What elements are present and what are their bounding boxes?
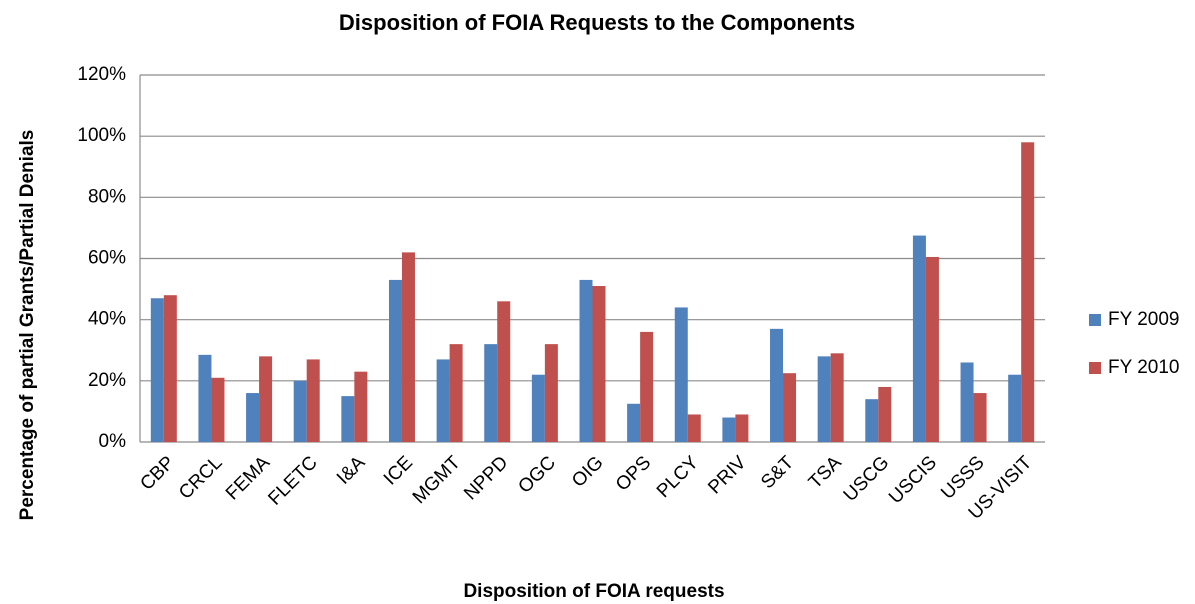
bar: [865, 399, 879, 442]
x-tick-label: OGC: [514, 452, 559, 497]
x-tick-label: MGMT: [409, 452, 465, 508]
bar: [211, 377, 225, 442]
bar: [246, 393, 260, 442]
bar: [449, 344, 463, 442]
x-axis-title: Disposition of FOIA requests: [463, 581, 724, 602]
x-tick-label: FLETC: [264, 452, 321, 509]
bar: [830, 353, 844, 442]
y-tick-label: 40%: [88, 309, 126, 330]
x-tick-label: S&T: [757, 452, 798, 493]
bar: [259, 356, 273, 442]
legend-swatch: [1089, 314, 1101, 326]
bar: [388, 279, 402, 442]
bar: [436, 359, 450, 442]
legend-swatch: [1089, 362, 1101, 374]
bar: [163, 295, 177, 442]
bar: [687, 414, 701, 442]
bar: [674, 307, 688, 442]
x-tick-label: CRCL: [175, 452, 226, 503]
chart-title: Disposition of FOIA Requests to the Comp…: [339, 10, 855, 35]
bar: [579, 279, 593, 442]
y-tick-label: 100%: [77, 125, 126, 146]
x-tick-label: PRIV: [704, 452, 750, 498]
bar: [484, 344, 498, 442]
x-tick-label: USCIS: [885, 452, 941, 508]
bar: [531, 374, 545, 442]
y-tick-label: 80%: [88, 186, 126, 207]
bar: [341, 396, 355, 442]
bar: [354, 371, 368, 442]
bar: [1021, 142, 1035, 443]
bar: [912, 235, 926, 442]
y-tick-label: 60%: [88, 248, 126, 269]
bar: [627, 403, 641, 442]
bar: [973, 393, 987, 442]
bar: [544, 344, 558, 442]
bar: [960, 362, 974, 442]
bar: [1008, 374, 1022, 442]
bar: [150, 298, 164, 442]
bar: [722, 417, 736, 442]
y-axis-title: Percentage of partial Grants/Partial Den…: [17, 130, 38, 521]
x-tick-label: USCG: [840, 452, 894, 506]
x-tick-label: CBP: [136, 452, 178, 494]
bar: [306, 359, 320, 442]
x-tick-label: I&A: [333, 452, 370, 489]
bar: [735, 414, 749, 442]
bar: [198, 354, 212, 442]
bar: [592, 286, 606, 442]
bar: [497, 301, 511, 442]
bar: [817, 356, 831, 442]
bar: [783, 373, 797, 442]
bar: [401, 252, 415, 442]
y-tick-label: 20%: [88, 370, 126, 391]
bar: [293, 380, 307, 442]
bar: [770, 328, 784, 442]
x-tick-label: ICE: [380, 452, 417, 489]
x-tick-label: NPPD: [460, 452, 512, 504]
bar: [925, 256, 939, 442]
legend-label: FY 2009: [1108, 309, 1179, 330]
bar: [640, 331, 654, 442]
x-tick-label: PLCY: [653, 452, 703, 502]
x-tick-label: OPS: [612, 452, 655, 495]
bar: [878, 386, 892, 442]
legend-label: FY 2010: [1108, 357, 1179, 378]
y-tick-label: 120%: [77, 64, 126, 85]
y-tick-label: 0%: [99, 431, 127, 452]
x-tick-label: TSA: [805, 452, 846, 493]
x-tick-label: OIG: [568, 452, 607, 491]
